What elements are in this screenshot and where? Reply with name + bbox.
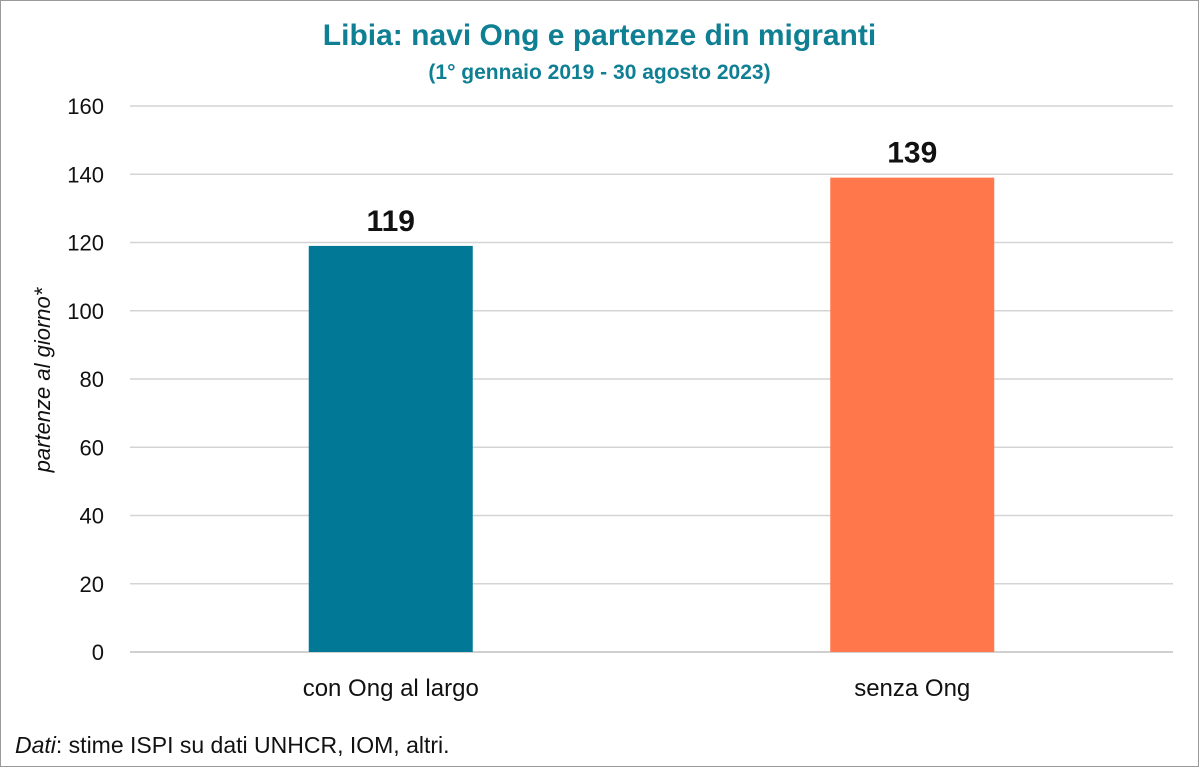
y-tick-labels: 0 20 40 60 80 100 120 140 160 bbox=[67, 94, 104, 665]
y-tick-label: 60 bbox=[80, 435, 104, 460]
y-tick-label: 20 bbox=[80, 572, 104, 597]
source-text: : stime ISPI su dati UNHCR, IOM, altri. bbox=[55, 732, 450, 758]
data-label: 119 bbox=[367, 205, 415, 238]
data-label: 139 bbox=[887, 137, 937, 170]
gridlines bbox=[130, 105, 1173, 653]
y-axis-label: partenze al giorno* bbox=[30, 286, 55, 473]
x-tick-labels: con Ong al largo senza Ong bbox=[303, 675, 971, 702]
source-note: Dati: stime ISPI su dati UNHCR, IOM, alt… bbox=[15, 730, 450, 760]
y-tick-label: 100 bbox=[67, 299, 104, 324]
y-tick-label: 0 bbox=[92, 640, 104, 665]
y-tick-label: 40 bbox=[80, 504, 104, 529]
y-tick-label: 140 bbox=[67, 162, 104, 187]
data-labels: 119 139 bbox=[367, 137, 938, 238]
source-label: Dati bbox=[15, 732, 56, 758]
chart-subtitle: (1° gennaio 2019 - 30 agosto 2023) bbox=[428, 61, 771, 84]
bar bbox=[830, 177, 995, 652]
bar bbox=[308, 245, 473, 652]
y-tick-label: 80 bbox=[80, 367, 104, 392]
x-tick-label: con Ong al largo bbox=[303, 675, 479, 702]
bars bbox=[308, 177, 995, 652]
y-tick-label: 160 bbox=[67, 94, 104, 119]
y-tick-label: 120 bbox=[67, 231, 104, 256]
x-tick-label: senza Ong bbox=[854, 675, 970, 702]
chart-title: Libia: navi Ong e partenze din migranti bbox=[322, 19, 877, 52]
